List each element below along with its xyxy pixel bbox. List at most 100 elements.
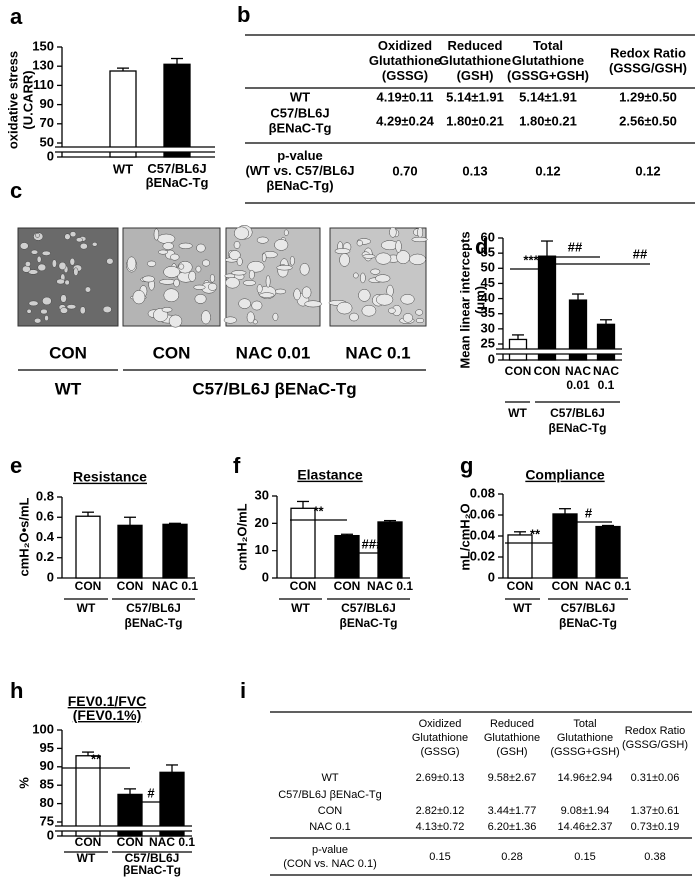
bar [537,255,557,361]
bar [334,534,360,579]
y-tick-label: 0.6 [36,509,54,524]
alveolus [202,259,211,267]
alveolus [161,307,173,313]
y-tick-label: 0.2 [36,549,54,564]
table-cell: 1.29±0.50 [619,89,677,104]
alveolus [289,256,295,266]
alveolus [168,314,183,328]
table-cell: 0.28 [501,851,522,863]
alveolus [417,227,424,238]
alveolus [66,304,77,310]
row-label: WT [321,772,338,784]
alveolus [84,286,92,293]
y-tick-label: 85 [40,777,54,792]
alveolus [28,300,39,307]
table-header: Oxidized Glutathione (GSSG) [369,38,441,83]
chart-title: Compliance [525,467,605,483]
panel-label: a [10,4,23,29]
group-label: C57/BL6J βENaC-Tg [192,379,356,398]
panel-label: d [475,234,488,259]
alveolus [37,263,47,272]
alveolus [79,242,88,250]
alveolus [233,241,241,249]
group-label: WT [508,406,527,420]
y-axis-label: cmH₂O•s/mL [16,497,31,576]
alveolus [201,310,211,325]
alveolus [147,260,157,267]
y-tick-label: 0 [262,569,269,584]
row-label: CON [318,805,343,817]
alveolus [411,236,428,243]
chart-title: Elastance [297,467,363,483]
alveolus [389,226,397,238]
micrograph-label: NAC 0.1 [345,343,410,362]
bar [75,515,101,579]
alveolus [252,319,258,325]
alveolus [209,274,215,283]
table-cell: 5.14±1.91 [519,89,577,104]
alveolus [26,308,32,314]
bar [595,525,621,579]
group-label: WT [291,601,310,615]
alveolus [246,311,255,324]
alveolus [30,249,39,255]
y-tick-label: 30 [255,487,269,502]
micrograph [17,227,119,327]
alveolus [79,306,86,315]
alveolus [188,270,197,282]
y-tick-label: 100 [32,721,54,736]
x-tick-label: NAC 0.1 [152,579,198,593]
alveolus [415,309,424,316]
table-cell: 0.31±0.06 [631,772,680,784]
alveolus [153,228,160,241]
y-tick-label: 55 [481,245,495,260]
significance-label: ## [633,246,648,261]
alveolus [356,239,363,247]
alveolus [142,275,155,283]
alveolus [102,305,112,313]
y-tick-label: 0.06 [470,506,495,521]
alveolus [339,253,350,267]
alveolus [242,280,257,286]
alveolus [73,267,79,276]
alveolus [163,288,180,303]
alveolus [334,248,351,255]
x-tick-label: CON [75,579,102,593]
alveolus [293,288,301,301]
alveolus [157,233,176,244]
table-cell: 0.13 [462,163,487,178]
alveolus [349,312,359,322]
alveolus [91,242,98,247]
alveolus [51,259,57,268]
y-tick-label: 10 [255,542,269,557]
significance-label: ** [530,526,541,541]
bar [109,70,137,158]
alveolus [159,279,177,285]
alveolus [22,265,31,273]
alveolus [56,278,65,285]
y-tick-label: 0 [47,827,54,842]
table-cell: 0.70 [392,163,417,178]
row-label: NAC 0.1 [309,821,351,833]
group-label: C57/BL6J βENaC-Tg [549,406,607,435]
y-tick-label: 90 [40,758,54,773]
y-tick-label: 30 [481,320,495,335]
x-tick-label: WT [113,161,133,176]
table-cell: 2.69±0.13 [416,772,465,784]
x-tick-label: CON [534,364,561,378]
table-header: Reduced Glutathione (GSH) [484,718,540,758]
y-tick-label: 0 [47,148,54,163]
alveolus [162,242,174,250]
alveolus [69,231,77,238]
y-tick-label: 90 [40,96,54,111]
table-cell: 4.29±0.24 [376,113,435,128]
y-tick-label: 0 [488,351,495,366]
alveolus [234,226,249,240]
alveolus [24,261,31,267]
y-tick-label: 0.4 [36,529,55,544]
x-tick-label: CON [290,579,317,593]
bar [290,507,316,579]
micrograph [223,225,322,327]
alveolus [75,237,83,243]
y-axis-label: Mean linear intercepts(μm) [458,231,488,368]
